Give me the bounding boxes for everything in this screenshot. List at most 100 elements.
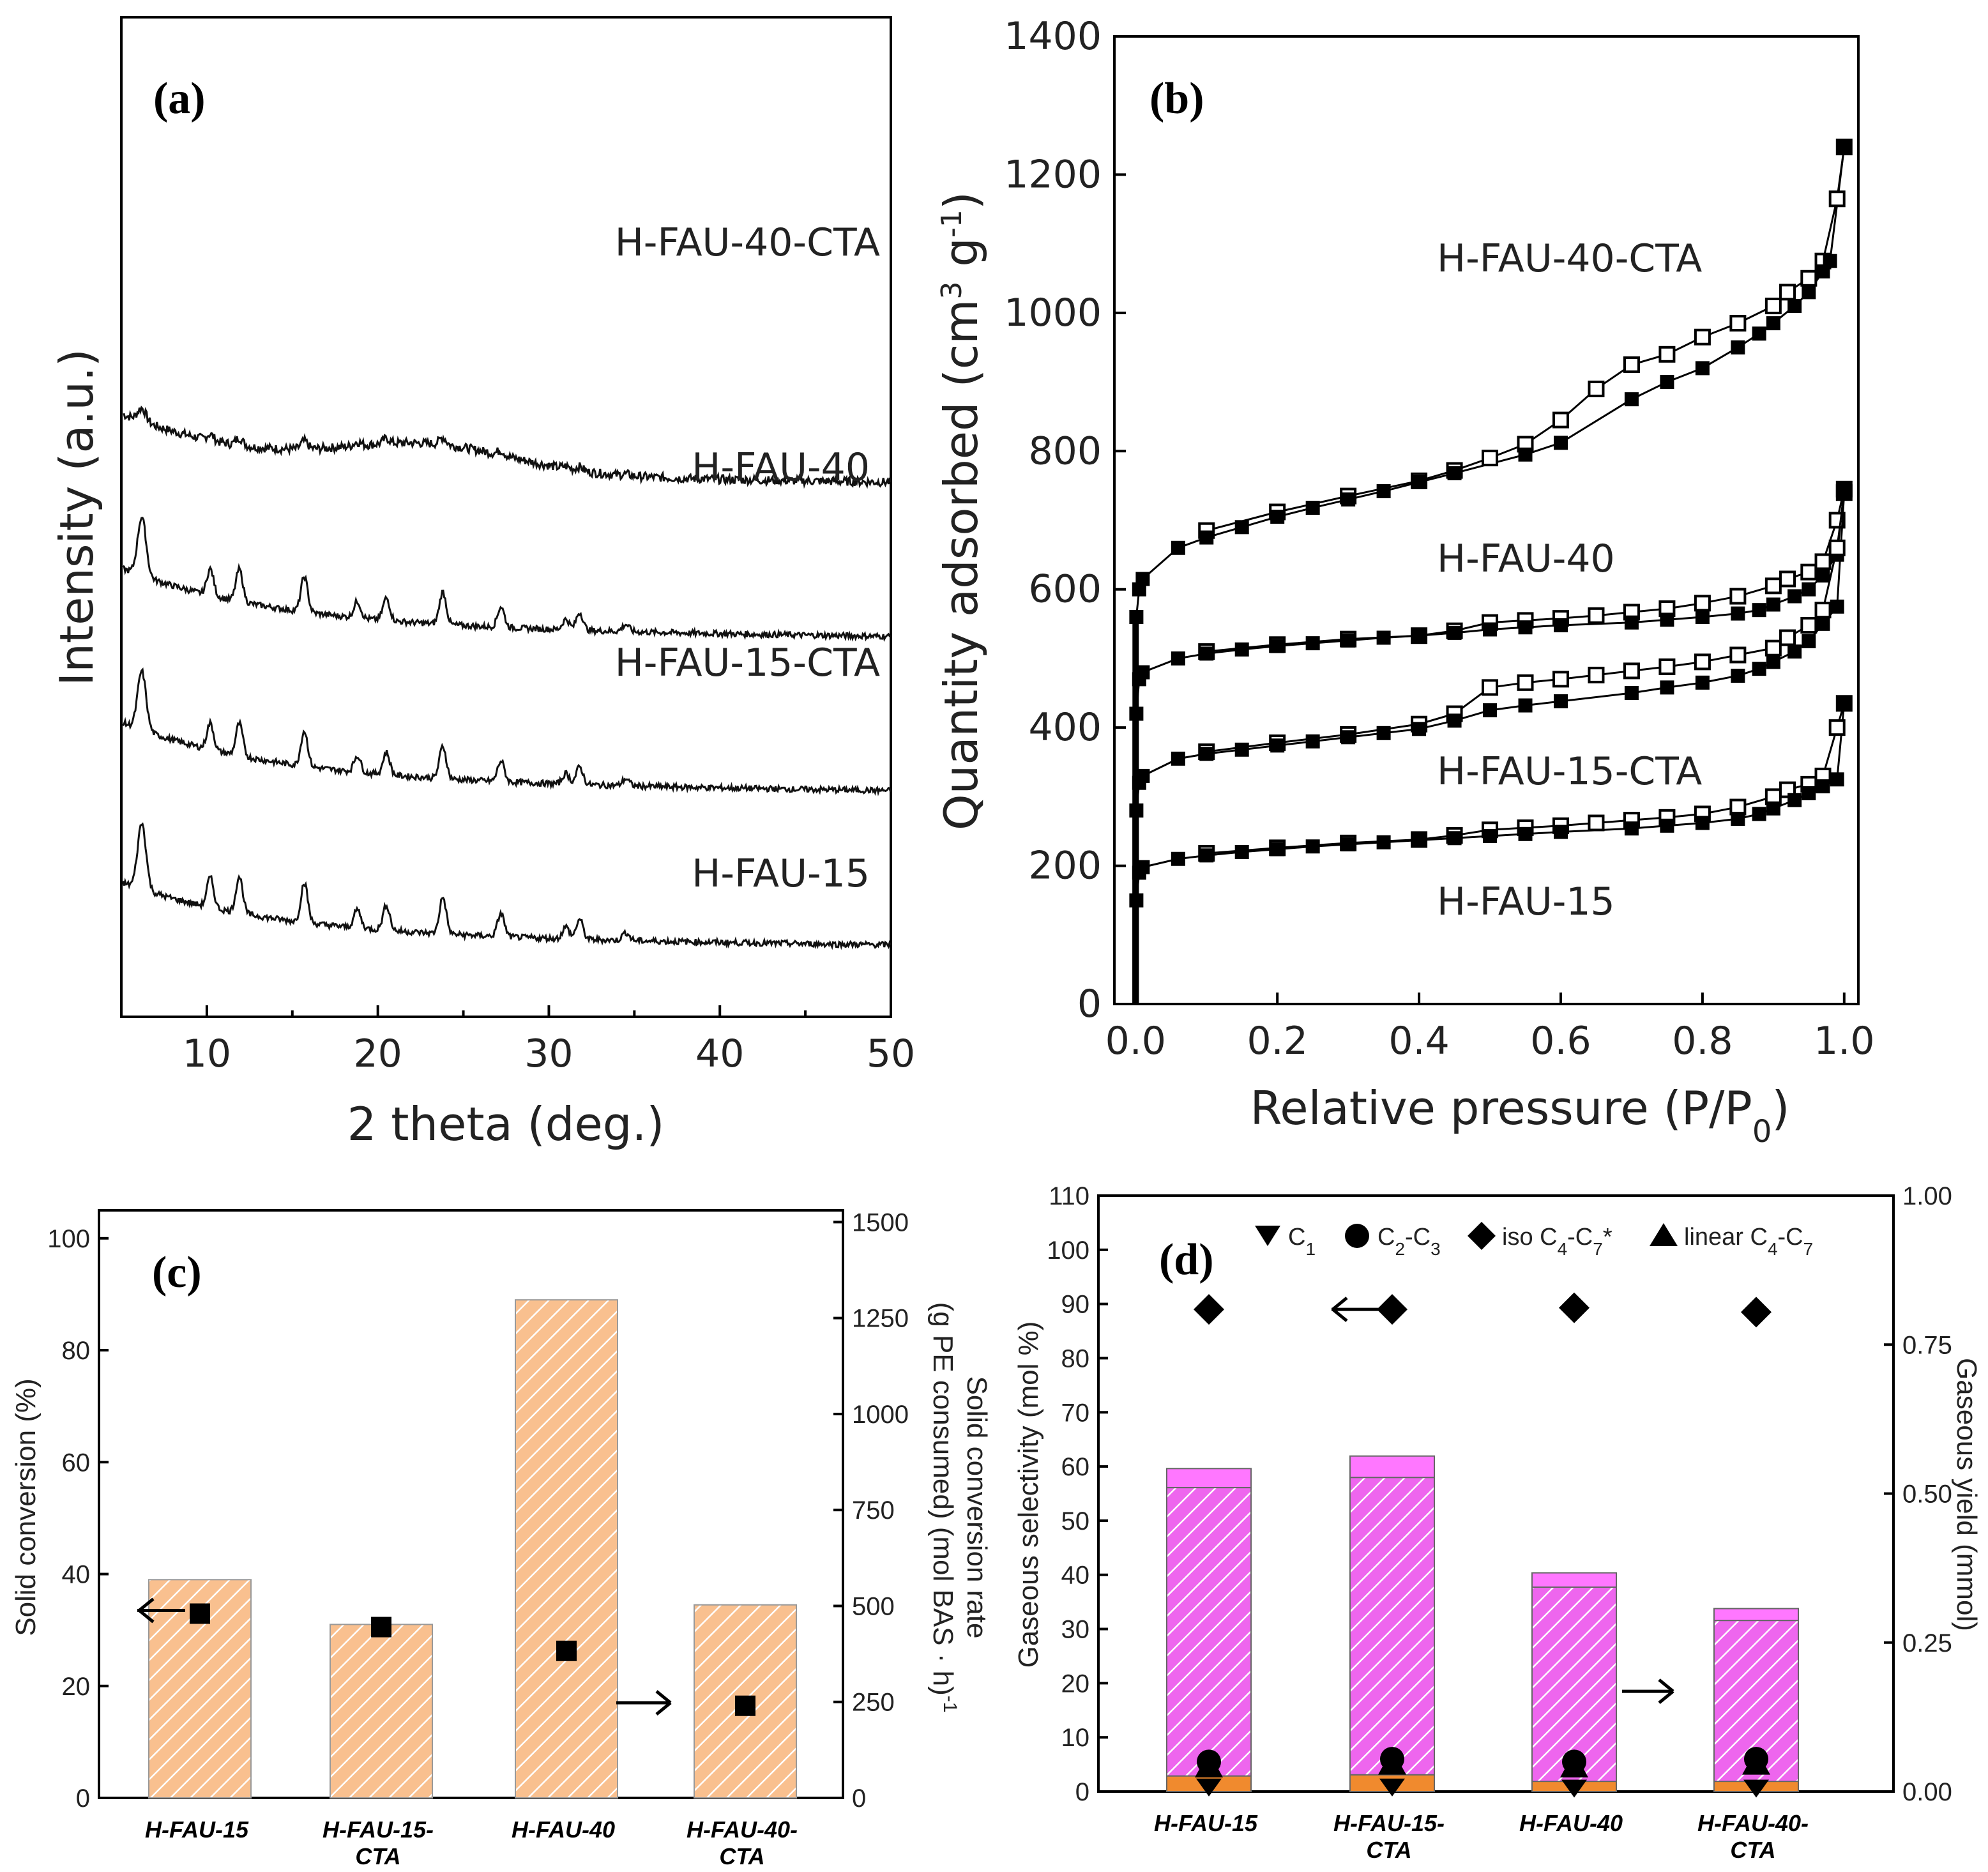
panel-d-arrow-left-head [1332, 1297, 1348, 1323]
panel-b-adsorption-point-h-fau-40-cta [1787, 299, 1802, 314]
panel-b-adsorption-point-h-fau-15-cta [1837, 485, 1851, 500]
panel-c-y-tick-label: 20 [62, 1673, 91, 1701]
panel-b-adsorption-point-h-fau-40 [1171, 651, 1185, 666]
panel-b-adsorption-point-h-fau-40-cta [1766, 316, 1780, 331]
panel-b-desorption-point-h-fau-40 [1764, 577, 1782, 595]
panel-d-point-c1-h-fau-40-cta [1743, 1779, 1769, 1798]
panel-b-y-title-sup2: -1 [936, 209, 968, 238]
legend-label-rest: -C [1778, 1224, 1803, 1251]
panel-b-adsorption-point-h-fau-15-cta [1270, 738, 1285, 753]
panel-c-arrow-right-head [655, 1690, 672, 1716]
panel-b-desorption-point-h-fau-40 [1694, 595, 1711, 612]
panel-d-point-c1-h-fau-40 [1561, 1779, 1587, 1798]
panel-b-adsorption-point-h-fau-40 [1199, 646, 1214, 661]
panel-b-adsorption-point-h-fau-40 [1766, 597, 1780, 612]
panel-b-adsorption-point-h-fau-15 [1624, 821, 1639, 836]
panel-d-legend-symbol-linear [1650, 1223, 1678, 1246]
panel-c-y-tick-label: 0 [76, 1784, 90, 1813]
panel-b-adsorption-point-h-fau-40 [1518, 620, 1533, 635]
panel-b-y-title: Quantity adsorbed (cm3 g-1) [934, 192, 988, 830]
panel-a-x-tick-label: 30 [524, 1031, 573, 1076]
panel-b-x-tick-label: 0.0 [1105, 1019, 1166, 1063]
panel-b-adsorption-point-h-fau-15 [1447, 831, 1462, 846]
legend-label-sub2: 7 [1803, 1239, 1814, 1259]
panel-b-adsorption-point-h-fau-40-cta [1270, 510, 1285, 524]
panel-d-y-tick-label: 60 [1061, 1453, 1090, 1481]
panel-d-bars [1166, 1455, 1799, 1792]
panel-d-letter: (d) [1159, 1235, 1214, 1284]
panel-d-category-label: H-FAU-15- [1333, 1810, 1445, 1836]
panel-b-adsorption-point-h-fau-15 [1554, 825, 1568, 839]
panel-c-category-label: CTA [355, 1843, 400, 1869]
panel-d-arrows [1332, 1297, 1674, 1705]
panel-b-desorption-point-h-fau-15-cta [1764, 639, 1782, 657]
panel-b-desorption-point-h-fau-40-cta [1779, 284, 1796, 301]
panel-d-legend-symbol-iso [1468, 1222, 1496, 1250]
panel-b-adsorption-point-h-fau-15 [1341, 837, 1356, 852]
panel-d-y-tick-label: 0 [1075, 1778, 1089, 1806]
panel-d-point-c2c3-h-fau-15 [1197, 1749, 1221, 1774]
legend-label-sub: 4 [1768, 1239, 1778, 1259]
panel-d-category-label: H-FAU-40 [1519, 1810, 1623, 1836]
panel-b-label-h-fau-40: H-FAU-40 [1437, 536, 1615, 581]
panel-b-adsorption-point-h-fau-40-cta [1129, 610, 1144, 624]
panel-a-letter: (a) [153, 74, 206, 123]
panel-d-selectivity-points [1194, 1292, 1772, 1798]
panel-b-adsorption-point-h-fau-40-cta [1624, 392, 1639, 407]
panel-b-y-tick-label: 200 [1028, 844, 1102, 888]
panel-a-frame [120, 16, 892, 1018]
panel-b-x-title: Relative pressure (P/P0) [1250, 1081, 1790, 1150]
panel-b-y-tick-label: 800 [1028, 429, 1102, 473]
panel-b-series-labels: H-FAU-40-CTA H-FAU-40 H-FAU-15-CTA H-FAU-15 [1437, 236, 1702, 924]
panel-b-adsorption-point-h-fau-40-cta [1837, 140, 1851, 155]
panel-d-y2-tick-label: 0.75 [1902, 1331, 1952, 1359]
panel-b-adsorption-point-h-fau-15-cta [1412, 722, 1427, 736]
panel-b-desorption-point-h-fau-40 [1588, 607, 1605, 624]
panel-b-desorption-point-h-fau-40 [1779, 570, 1796, 588]
panel-a-series-labels: H-FAU-40-CTA H-FAU-40 H-FAU-15-CTA H-FAU-15 [615, 220, 880, 896]
panel-c-y2-tick-label: 250 [852, 1689, 895, 1717]
panel-b-adsorption-point-h-fau-40 [1270, 639, 1285, 653]
panel-b-adsorption-point-h-fau-40 [1483, 622, 1498, 637]
panel-a-xrd: (a) 10 20 30 40 50 H-FAU-40-CTAH-FAU-40H-FAU… [50, 16, 915, 1151]
panel-b-y-title-sup1: 3 [936, 282, 968, 300]
panel-d-legend-label: C2-C3 [1377, 1224, 1441, 1259]
panel-b-desorption-point-h-fau-15 [1588, 814, 1605, 832]
panel-b-adsorption-point-h-fau-40 [1554, 618, 1568, 632]
panel-c-arrows [137, 1597, 672, 1716]
panel-d-y-tick-label: 20 [1061, 1670, 1090, 1698]
panel-d-legend-symbol-c2c3 [1345, 1224, 1369, 1248]
panel-d-arrow-right-head [1658, 1678, 1674, 1705]
legend-label-sub: 2 [1395, 1239, 1405, 1259]
panel-b-adsorption-point-h-fau-40 [1305, 636, 1320, 651]
panel-b-adsorption-point-h-fau-40 [1787, 589, 1802, 604]
panel-b-x-tick-label: 0.2 [1247, 1019, 1307, 1063]
panel-b-x-tick-label: 0.6 [1530, 1019, 1591, 1063]
panel-b-adsorption-point-h-fau-15-cta [1660, 680, 1674, 695]
panel-d-legend-label: linear C4-C7 [1684, 1224, 1813, 1259]
panel-b-desorption-point-h-fau-15 [1828, 719, 1846, 736]
panel-b-adsorption-point-h-fau-15-cta [1766, 655, 1780, 669]
legend-label-main: iso C [1502, 1224, 1558, 1251]
panel-b-adsorption-point-h-fau-15-cta [1802, 634, 1816, 648]
panel-b-adsorption-point-h-fau-15-cta [1135, 768, 1150, 783]
panel-b-y-tick-label: 600 [1028, 567, 1102, 612]
panel-a-curve-h-fau-15-cta [122, 667, 892, 796]
panel-c-category-label: CTA [719, 1843, 764, 1869]
panel-c-y2-tick-label: 1000 [852, 1401, 909, 1429]
panel-b-desorption-point-h-fau-15-cta [1694, 653, 1711, 671]
panel-b-adsorption-point-h-fau-15-cta [1787, 644, 1802, 659]
panel-b-adsorption-point-h-fau-15-cta [1234, 742, 1249, 757]
panel-b-desorption-point-h-fau-15-cta [1552, 671, 1569, 688]
panel-d-y-tick-label: 110 [1049, 1182, 1089, 1210]
panel-b-adsorption-point-h-fau-15 [1837, 696, 1851, 711]
panel-b-adsorption-point-h-fau-15 [1270, 842, 1285, 856]
panel-b-adsorption-point-h-fau-15 [1171, 851, 1185, 866]
panel-b-adsorption-point-h-fau-15-cta [1554, 694, 1568, 709]
panel-b-x-title-end: ) [1772, 1081, 1789, 1135]
panel-b-desorption-point-h-fau-40 [1800, 563, 1817, 581]
panel-b-adsorption-point-h-fau-15 [1766, 801, 1780, 816]
panel-b-desorption-point-h-fau-40-cta [1764, 298, 1782, 315]
panel-a-curves [122, 406, 892, 950]
panel-b-adsorption-point-h-fau-15 [1802, 786, 1816, 800]
